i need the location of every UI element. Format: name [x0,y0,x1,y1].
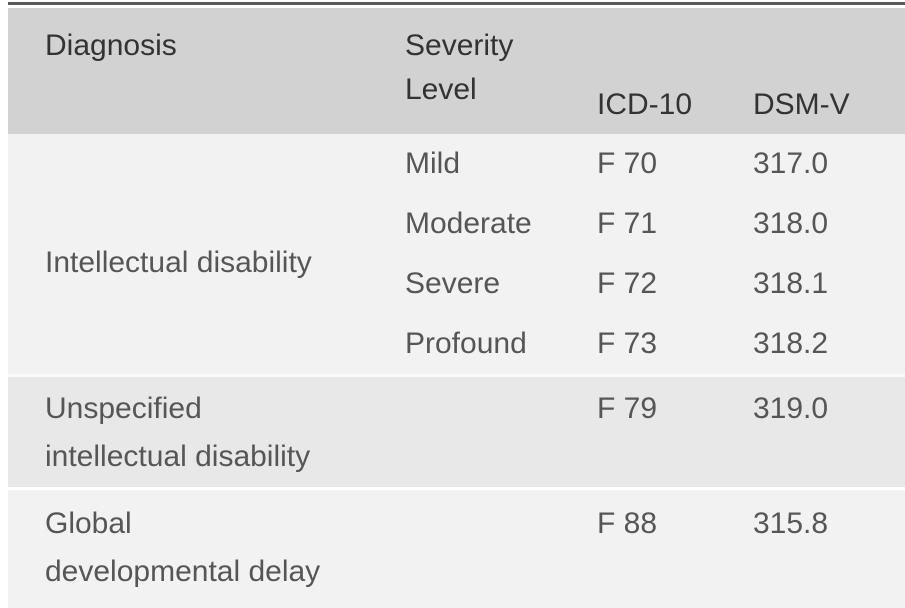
cell-severity: Severe [368,254,560,314]
column-header-severity-level: Severity Level [368,8,560,134]
cell-severity: Mild [368,134,560,194]
cell-icd10: F 70 [560,134,716,194]
table-row-intellectual-disability-mild: Intellectual disability Mild F 70 317.0 [8,134,905,194]
page: { "chart_data": { "type": "table", "titl… [0,2,905,582]
cell-icd10: F 71 [560,194,716,254]
column-header-diagnosis-label: Diagnosis [45,24,368,68]
table-row-global-developmental-delay: Global developmental delay F 88 315.8 [8,489,905,608]
cell-dsmv: 318.2 [716,314,905,376]
table-row-unspecified-intellectual-disability: Unspecified intellectual disability F 79… [8,376,905,489]
cell-icd10: F 88 [560,489,716,608]
header-row: Diagnosis Severity Level ICD-10 DSM-V [8,8,905,134]
cell-diagnosis-global-developmental-delay: Global developmental delay [8,489,368,608]
diagnosis-label-line1: Unspecified [45,385,368,433]
column-header-icd10-label: ICD-10 [597,88,692,121]
cell-dsmv: 317.0 [716,134,905,194]
column-header-severity-line1: Severity [405,24,560,68]
cell-dsmv: 319.0 [716,376,905,489]
cell-icd10: F 72 [560,254,716,314]
diagnosis-label-line2: developmental delay [45,548,368,596]
cell-severity: Moderate [368,194,560,254]
cell-icd10: F 79 [560,376,716,489]
column-header-diagnosis: Diagnosis [8,8,368,134]
column-header-severity-line2: Level [405,68,560,112]
cell-dsmv: 318.1 [716,254,905,314]
diagnosis-label-line1: Global [45,500,368,548]
cell-severity: Profound [368,314,560,376]
cell-icd10: F 73 [560,314,716,376]
cell-diagnosis-unspecified: Unspecified intellectual disability [8,376,368,489]
table-top-rule [8,2,905,5]
column-header-dsmv: DSM-V [716,8,905,134]
column-header-icd10: ICD-10 [560,8,716,134]
diagnosis-label-line2: intellectual disability [45,433,368,481]
cell-severity [368,489,560,608]
diagnosis-code-table: Diagnosis Severity Level ICD-10 DSM-V In… [8,8,905,608]
cell-dsmv: 315.8 [716,489,905,608]
diagnosis-label: Intellectual disability [45,248,368,278]
cell-diagnosis-intellectual-disability: Intellectual disability [8,134,368,376]
cell-dsmv: 318.0 [716,194,905,254]
column-header-dsmv-label: DSM-V [753,88,850,121]
cell-severity [368,376,560,489]
